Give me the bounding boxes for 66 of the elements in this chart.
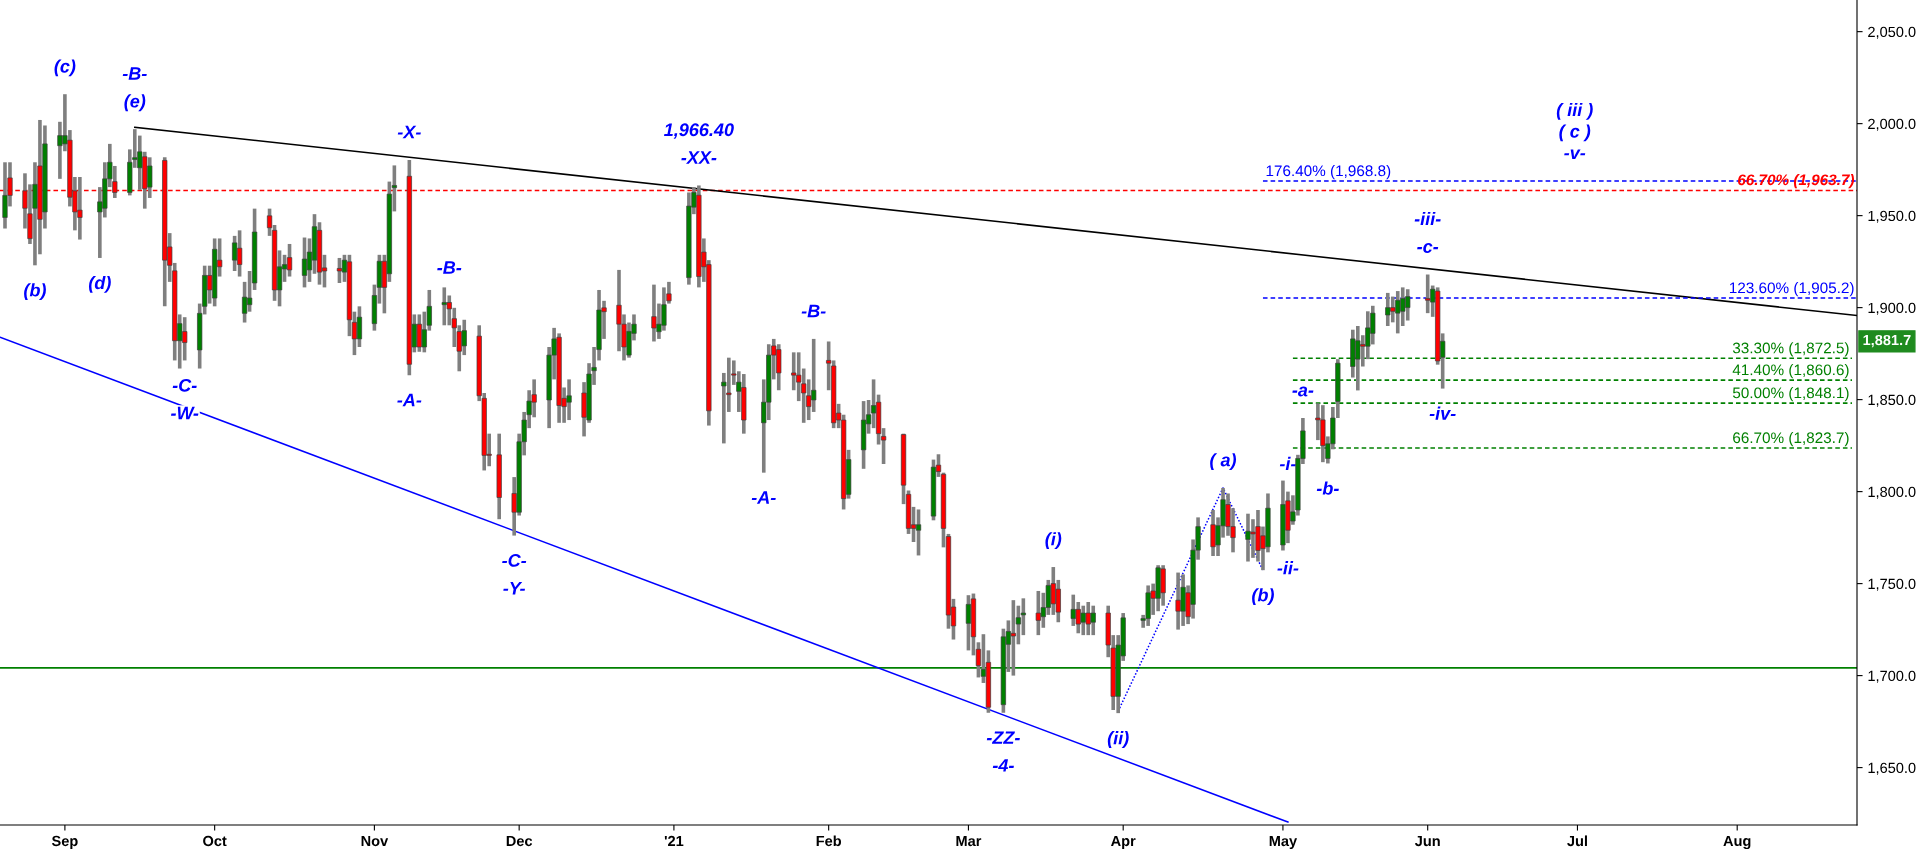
annotation: -Y-	[503, 582, 526, 595]
annotation: -A-	[751, 491, 776, 504]
y-tick-label: 1,750.0	[1868, 578, 1916, 591]
annotation: -B-	[801, 304, 826, 318]
x-tick-label: Mar	[956, 835, 982, 847]
candlestick	[1385, 291, 1391, 327]
series-label: 33.30% (1,872.5)	[1732, 342, 1849, 357]
annotation: -W-	[171, 406, 199, 420]
x-tick-label: Dec	[506, 835, 533, 847]
ref-line-label: 66.70% (1,963.7)	[1738, 173, 1855, 189]
annotation: -a-	[1292, 386, 1314, 397]
annotation: -A-	[397, 393, 422, 407]
annotation: -X-	[397, 125, 421, 139]
annotation: -v-	[1564, 149, 1586, 159]
y-tick-label: 1,650.0	[1868, 762, 1916, 775]
annotation: 1,966.40	[664, 123, 734, 139]
x-tick-label: Jul	[1567, 835, 1587, 847]
annotation: (c)	[54, 59, 76, 77]
x-tick-label: '21	[664, 835, 684, 846]
y-tick-label: 1,800.0	[1868, 486, 1916, 499]
annotation: (b)	[1252, 588, 1274, 605]
annotation: -b-	[1316, 481, 1339, 495]
y-tick-label: 1,900.0	[1868, 302, 1916, 315]
annotation: (ii)	[1107, 731, 1129, 748]
annotation: (d)	[88, 275, 111, 293]
candlestick	[965, 595, 972, 651]
y-tick-label: 1,700.0	[1868, 670, 1916, 683]
annotation: -4-	[992, 759, 1014, 772]
annotation: -ZZ-	[986, 731, 1020, 744]
annotation: -C-	[502, 554, 527, 567]
x-tick-label: Apr	[1110, 835, 1136, 850]
x-tick-label: Sep	[51, 835, 78, 850]
series-label: 176.40% (1,968.8)	[1266, 164, 1391, 180]
y-tick-label: 1,850.0	[1868, 394, 1916, 407]
annotation: -iv-	[1429, 406, 1456, 420]
x-tick-label: Nov	[361, 835, 389, 847]
y-tick-label: 1,950.0	[1868, 210, 1916, 223]
text: 1,881.7	[1863, 334, 1911, 348]
annotation: -B-	[122, 67, 147, 80]
annotation: (b)	[24, 283, 46, 301]
annotation: (e)	[124, 94, 146, 112]
annotation: -C-	[172, 378, 197, 392]
candlestick	[915, 509, 922, 556]
annotation: -ii-	[1277, 561, 1299, 575]
annotation: (i)	[1045, 532, 1062, 550]
x-tick-label: Feb	[816, 835, 842, 847]
x-tick-label: May	[1269, 835, 1298, 850]
series-label: 41.40% (1,860.6)	[1732, 364, 1849, 379]
x-tick-label: Oct	[203, 835, 227, 847]
y-tick-label: 2,050.0	[1868, 26, 1916, 39]
annotation: -iii-	[1414, 211, 1441, 226]
annotation: -B-	[437, 261, 462, 274]
annotation: -c-	[1417, 243, 1439, 253]
annotation: ( a)	[1210, 453, 1237, 470]
candlestick	[336, 256, 343, 283]
series-label: 123.60% (1,905.2)	[1729, 281, 1854, 297]
annotation: -XX-	[681, 151, 717, 164]
annotation: ( iii )	[1556, 102, 1593, 120]
y-tick-label: 2,000.0	[1868, 118, 1916, 131]
series-label: 66.70% (1,823.7)	[1733, 431, 1849, 447]
x-tick-label: Aug	[1723, 835, 1751, 850]
candlestick	[301, 237, 308, 288]
candlestick	[1245, 513, 1251, 562]
annotation: ( c )	[1559, 124, 1591, 142]
series-label: 50.00% (1,848.1)	[1732, 387, 1849, 402]
x-tick-label: Jun	[1414, 835, 1440, 847]
